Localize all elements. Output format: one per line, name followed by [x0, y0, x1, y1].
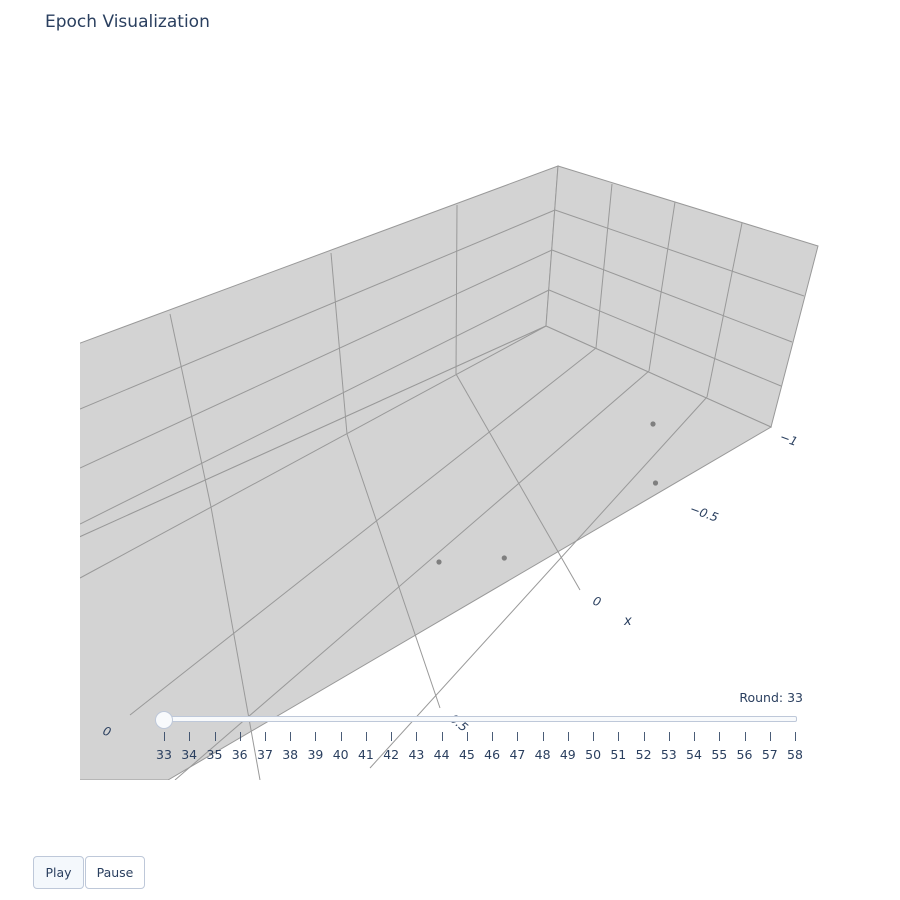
slider-tick [769, 732, 771, 741]
slider-tick [668, 732, 670, 741]
slider-step-label[interactable]: 41 [357, 747, 374, 762]
scatter-points-layer [436, 421, 659, 565]
grid-line [455, 204, 458, 375]
slider-tick [593, 732, 595, 741]
grid-line [80, 249, 553, 469]
grid-line [330, 252, 348, 435]
scatter-point[interactable] [652, 480, 659, 486]
scatter-point[interactable] [650, 421, 656, 427]
slider-step-label[interactable]: 48 [534, 747, 551, 762]
grid-line [706, 222, 743, 398]
slider-step-label[interactable]: 43 [408, 747, 425, 762]
pause-button[interactable]: Pause [85, 856, 145, 889]
slider-step-label[interactable]: 54 [686, 747, 702, 762]
slider-tick [290, 732, 292, 741]
slider-tick [795, 732, 796, 741]
grid-line [174, 370, 650, 780]
slider-step-label[interactable]: 50 [585, 747, 602, 762]
slider-tick [265, 732, 266, 741]
slider-step-label[interactable]: 44 [433, 747, 450, 762]
slider-step-label[interactable]: 34 [181, 747, 198, 762]
scatter-point[interactable] [436, 559, 442, 565]
x-tick-label: −0.5 [688, 502, 720, 525]
grid-line [369, 396, 708, 769]
slider-step-label[interactable]: 46 [484, 747, 501, 762]
grid-line [80, 209, 556, 410]
slider-step-label[interactable]: 40 [332, 747, 349, 762]
slider-ticks: 33 34 35 36 37 38 39 40 41 42 43 44 45 46 47 48 49 50 51 52… [0, 732, 900, 772]
grid-line [455, 373, 581, 591]
slider-step-label[interactable]: 58 [787, 747, 803, 762]
slider-step-label[interactable]: 47 [509, 747, 526, 762]
slider-tick [517, 732, 519, 741]
slider-tick [189, 732, 191, 741]
slider-tick [542, 732, 544, 741]
grid-line [169, 313, 212, 508]
slider-handle[interactable] [155, 711, 173, 729]
grid-line [548, 289, 782, 387]
slider-tick [719, 732, 721, 741]
slider-step-label[interactable]: 49 [559, 747, 576, 762]
floor-plane [80, 325, 773, 780]
x-tick-label: 0 [591, 594, 603, 610]
slider-tick [164, 732, 165, 741]
slider-tick [340, 732, 342, 741]
slider-step-label[interactable]: 35 [206, 747, 223, 762]
slider-step-label[interactable]: 36 [231, 747, 248, 762]
grid-line [554, 209, 805, 297]
slider-step-label[interactable]: 52 [635, 747, 652, 762]
chart-title: Epoch Visualization [45, 12, 210, 32]
slider-tick [365, 732, 367, 741]
slider-step-label[interactable]: 38 [282, 747, 299, 762]
play-button[interactable]: Play [33, 856, 84, 889]
slider-step-label[interactable]: 33 [156, 747, 172, 762]
slider-tick [239, 732, 241, 741]
grid-line [129, 347, 597, 716]
slider-step-label[interactable]: 56 [736, 747, 753, 762]
slider-step-label[interactable]: 39 [307, 747, 324, 762]
slider-tick [466, 732, 468, 741]
slider-tick [391, 732, 393, 741]
slider-tick [567, 732, 569, 741]
slider-track[interactable] [163, 716, 797, 722]
grid-line [80, 289, 550, 525]
slider-tick [618, 732, 620, 741]
slider-tick [492, 732, 494, 741]
scatter-point[interactable] [501, 555, 507, 561]
x-axis-title: x [623, 614, 632, 629]
grid-line [210, 506, 261, 780]
slider-tick [315, 732, 317, 741]
slider-tick [744, 732, 746, 741]
slider-current-value-label: Round: 33 [739, 690, 803, 705]
slider-step-label[interactable]: 45 [458, 747, 475, 762]
slider-tick [214, 732, 216, 741]
grid-line [346, 433, 441, 709]
grid-line [551, 249, 793, 343]
grid-lines [80, 183, 805, 780]
grid-line [80, 325, 547, 579]
grid-line [648, 201, 676, 372]
slider-step-label[interactable]: 51 [610, 747, 627, 762]
slider-tick [643, 732, 645, 741]
x-tick-label: −1 [778, 430, 799, 449]
slider-step-label[interactable]: 57 [761, 747, 778, 762]
slider-tick [694, 732, 695, 741]
grid-line [595, 183, 613, 349]
slider-step-label[interactable]: 42 [383, 747, 400, 762]
slider-tick [416, 732, 418, 741]
slider-step-label[interactable]: 53 [660, 747, 677, 762]
slider-step-label[interactable]: 37 [257, 747, 273, 762]
slider-step-label[interactable]: 55 [711, 747, 728, 762]
slider-tick [441, 732, 443, 741]
